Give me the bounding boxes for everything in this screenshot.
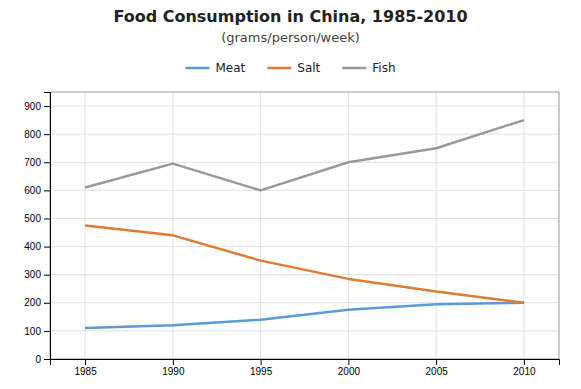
y-tick [44, 247, 50, 248]
y-grid-line [50, 190, 559, 191]
y-tick-label: 0 [35, 354, 41, 365]
y-grid-line [50, 246, 559, 247]
x-tick [173, 359, 174, 365]
x-tick-label: 1995 [250, 366, 273, 377]
y-tick-label: 900 [24, 101, 41, 112]
y-tick-label: 100 [24, 326, 41, 337]
x-grid-line [523, 92, 524, 359]
legend-label: Meat [215, 61, 245, 75]
x-tick-label: 1985 [74, 366, 97, 377]
x-axis-line [51, 360, 560, 366]
legend-label: Fish [372, 61, 395, 75]
y-tick-group: 400 [24, 241, 50, 252]
y-axis-line [44, 93, 51, 360]
x-tick-group: 2005 [426, 359, 449, 377]
y-axis: 0 100 200 300 400 500 600 700 800 900 [24, 93, 50, 365]
x-tick-group: 1985 [74, 359, 97, 377]
y-tick-group: 600 [24, 185, 50, 196]
x-grid-line [172, 92, 173, 359]
y-tick-label: 700 [24, 157, 41, 168]
y-tick-group: 0 [35, 354, 50, 365]
y-tick [44, 275, 50, 276]
y-tick-label: 500 [24, 213, 41, 224]
lines [85, 120, 524, 328]
x-tick-label: 2000 [338, 366, 361, 377]
y-tick [44, 218, 50, 219]
x-grid-line [436, 92, 437, 359]
series-line [85, 303, 524, 328]
x-tick [348, 359, 349, 365]
y-grid-line [50, 162, 559, 163]
y-tick-label: 300 [24, 269, 41, 280]
x-tick-label: 1990 [162, 366, 185, 377]
x-tick-label: 2010 [513, 366, 536, 377]
y-tick [44, 106, 50, 107]
legend-swatch [342, 67, 366, 70]
chart: Food Consumption in China, 1985-2010 (gra… [0, 0, 581, 389]
y-tick [44, 162, 50, 163]
y-grid-line [50, 274, 559, 275]
series-line [85, 120, 524, 190]
y-tick [44, 331, 50, 332]
legend-swatch [185, 67, 209, 70]
y-grid-line [50, 330, 559, 331]
x-tick [85, 359, 86, 365]
legend-label: Salt [297, 61, 320, 75]
x-tick [261, 359, 262, 365]
y-tick-label: 800 [24, 129, 41, 140]
legend-item: Salt [267, 61, 320, 75]
grid [50, 92, 559, 359]
x-grid-line [348, 92, 349, 359]
series-line [85, 226, 524, 303]
x-tick-group: 1995 [250, 359, 273, 377]
x-tick [436, 359, 437, 365]
y-tick [44, 303, 50, 304]
y-grid-line [50, 106, 559, 107]
legend-item: Fish [342, 61, 395, 75]
legend: Meat Salt Fish [185, 61, 395, 75]
x-tick-group: 2000 [338, 359, 361, 377]
y-tick-label: 400 [24, 241, 41, 252]
y-tick [44, 359, 50, 360]
subtitle: (grams/person/week) [221, 30, 360, 45]
legend-swatch [267, 67, 291, 70]
y-tick-label: 600 [24, 185, 41, 196]
y-tick [44, 190, 50, 191]
y-tick-group: 300 [24, 269, 50, 280]
plot-frame [50, 92, 559, 359]
x-tick-group: 2010 [513, 359, 536, 377]
y-tick [44, 134, 50, 135]
title: Food Consumption in China, 1985-2010 [113, 7, 467, 26]
legend-item: Meat [185, 61, 245, 75]
x-tick-label: 2005 [426, 366, 449, 377]
x-axis: 1985 1990 1995 2000 2005 2010 [51, 359, 560, 377]
x-tick-group: 1990 [162, 359, 185, 377]
y-grid-line [50, 218, 559, 219]
y-tick-group: 700 [24, 157, 50, 168]
y-tick-group: 100 [24, 326, 50, 337]
y-tick-group: 200 [24, 297, 50, 308]
x-tick [524, 359, 525, 365]
y-tick-group: 800 [24, 129, 50, 140]
y-tick-group: 500 [24, 213, 50, 224]
y-tick-group: 900 [24, 101, 50, 112]
y-tick-label: 200 [24, 297, 41, 308]
plot: 1985 1990 1995 2000 2005 2010 0 100 200 300 400 500… [24, 92, 559, 377]
